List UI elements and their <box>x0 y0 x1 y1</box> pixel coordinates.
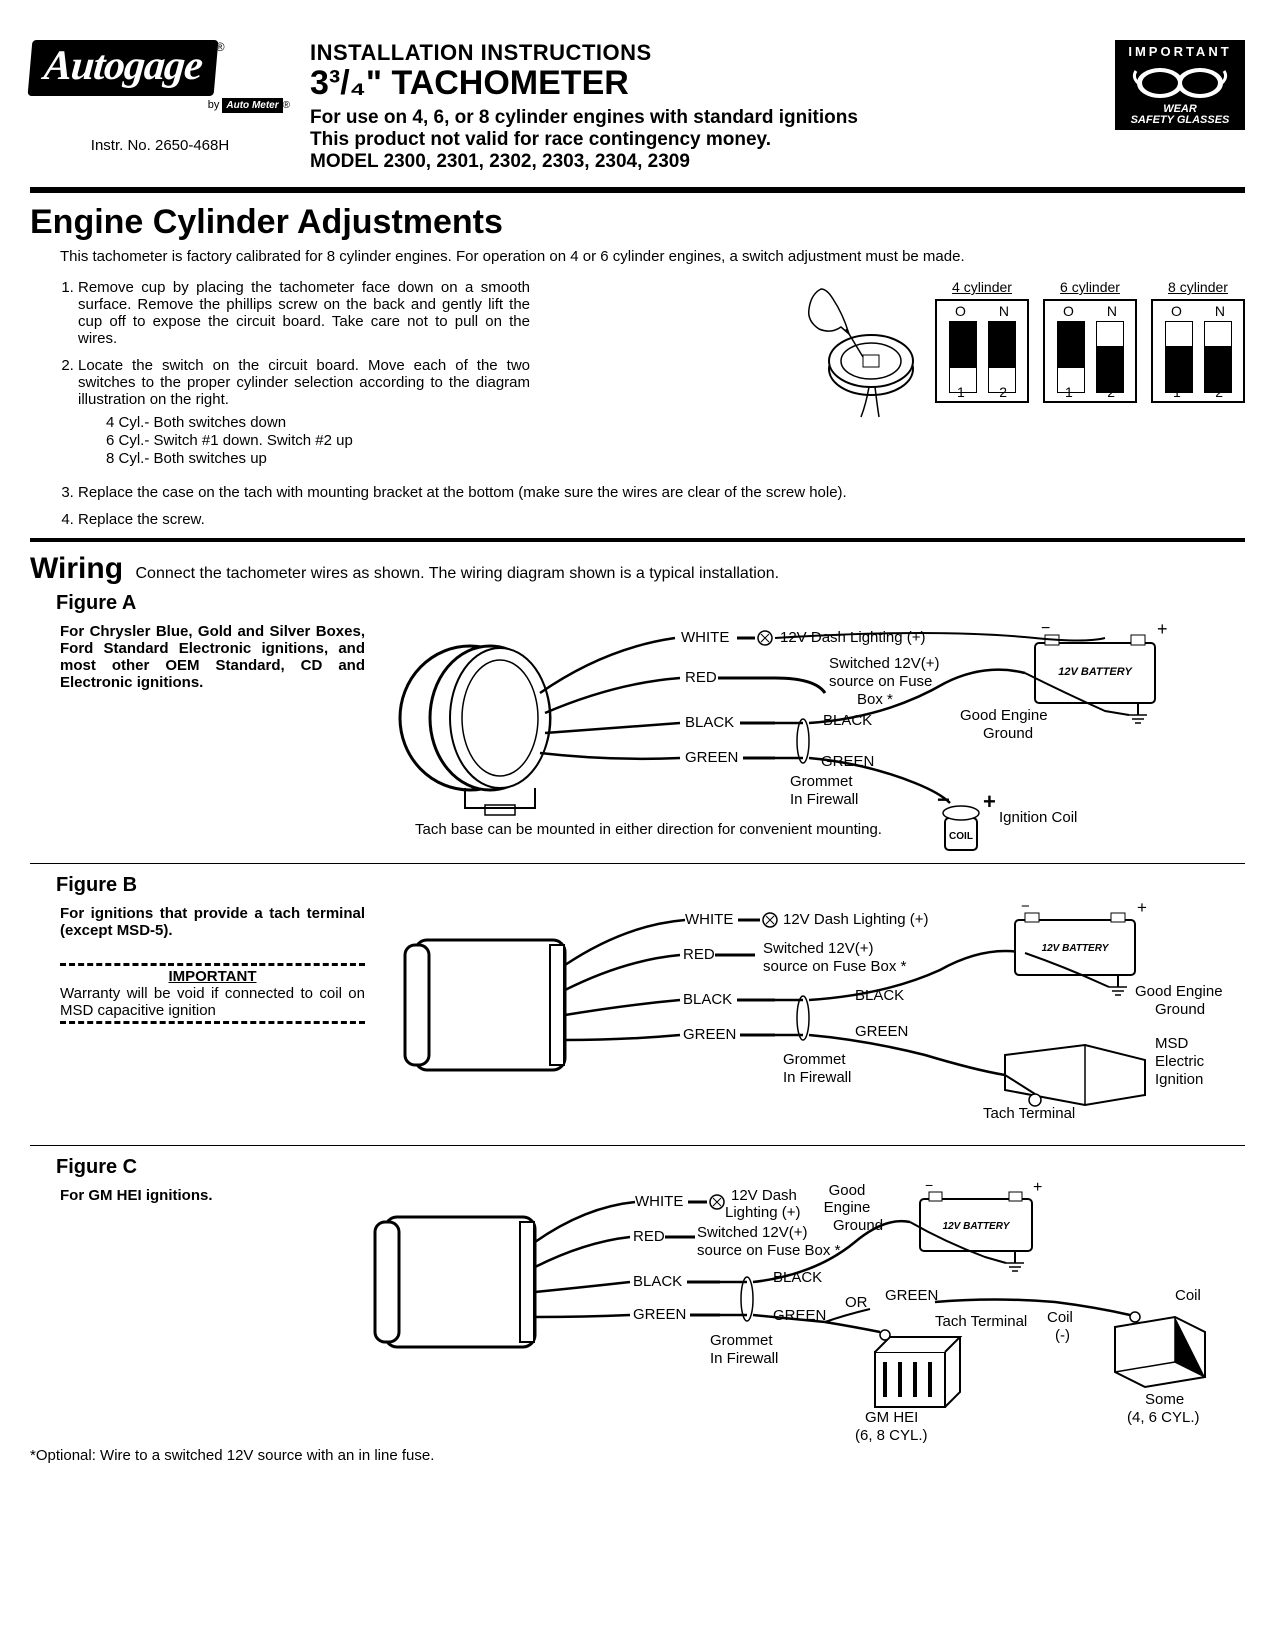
step-4: Replace the screw. <box>78 511 898 528</box>
svg-text:12V BATTERY: 12V BATTERY <box>943 1221 1011 1232</box>
divider <box>30 187 1245 193</box>
svg-text:−: − <box>925 1177 933 1193</box>
step-2: Locate the switch on the circuit board. … <box>78 357 530 468</box>
battery-label: 12V BATTERY <box>1058 666 1133 678</box>
figure-a-svg: 12V BATTERY − + COIL − + <box>385 623 1245 853</box>
black-label2: BLACK <box>823 712 872 729</box>
figure-a-row: For Chrysler Blue, Gold and Silver Boxes… <box>30 623 1245 853</box>
switch-4cyl-label: 4 cylinder <box>935 279 1029 295</box>
important-label: IMPORTANT <box>168 963 256 985</box>
figure-b-svg: 12V BATTERY −+ <box>385 905 1245 1125</box>
by-text: by <box>208 99 220 111</box>
ground-label: Good Engine <box>960 707 1048 724</box>
step-3: Replace the case on the tach with mounti… <box>78 484 898 501</box>
title-line4: This product not valid for race continge… <box>310 129 1095 151</box>
switched-label: Switched 12V(+) <box>829 655 939 672</box>
figure-b-desc-text: For ignitions that provide a tach termin… <box>60 905 365 939</box>
sub-8cyl: 8 Cyl.- Both switches up <box>106 450 530 468</box>
warning-bottom: WEAR SAFETY GLASSES <box>1115 104 1245 126</box>
svg-text:12V BATTERY: 12V BATTERY <box>1042 943 1110 954</box>
switch-4cyl: 4 cylinder O N 1 2 <box>935 279 1029 403</box>
divider <box>30 863 1245 864</box>
figure-b-desc: For ignitions that provide a tach termin… <box>60 905 365 1024</box>
svg-text:COIL: COIL <box>949 831 973 842</box>
coil-label: Ignition Coil <box>999 809 1077 826</box>
tach-back-illustration <box>791 279 921 419</box>
safety-warning-box: IMPORTANT WEAR SAFETY GLASSES <box>1115 40 1245 130</box>
title-area: INSTALLATION INSTRUCTIONS 3³/₄" TACHOMET… <box>310 40 1095 173</box>
section-cylinder-title: Engine Cylinder Adjustments <box>30 203 1245 242</box>
cylinder-steps-row: Remove cup by placing the tachometer fac… <box>30 279 1245 478</box>
figure-a-title: Figure A <box>56 592 1245 615</box>
black-label: BLACK <box>685 714 734 731</box>
wiring-desc: Connect the tachometer wires as shown. T… <box>136 565 780 582</box>
sub-6cyl: 6 Cyl.- Switch #1 down. Switch #2 up <box>106 432 530 450</box>
logo-byline: by Auto Meter® <box>30 98 290 113</box>
by-brand: Auto Meter <box>222 98 282 113</box>
wiring-header: Wiring Connect the tachometer wires as s… <box>30 552 1245 586</box>
switch-6cyl: 6 cylinder O N 1 2 <box>1043 279 1137 403</box>
sub-4cyl: 4 Cyl.- Both switches down <box>106 414 530 432</box>
svg-text:−: − <box>1041 620 1050 637</box>
switch-6cyl-label: 6 cylinder <box>1043 279 1137 295</box>
important-box: IMPORTANT Warranty will be void if conne… <box>60 963 365 1024</box>
divider <box>30 1145 1245 1146</box>
logo-area: Autogage® by Auto Meter® Instr. No. 2650… <box>30 40 290 154</box>
figure-c-desc: For GM HEI ignitions. <box>60 1187 355 1204</box>
svg-text:−: − <box>937 787 950 812</box>
figure-a-diagram: 12V BATTERY − + COIL − + WHITE 12V Dash … <box>385 623 1245 853</box>
title-line3: For use on 4, 6, or 8 cylinder engines w… <box>310 107 1095 129</box>
figure-b-row: For ignitions that provide a tach termin… <box>30 905 1245 1135</box>
figure-c-title: Figure C <box>56 1156 1245 1179</box>
green-label: GREEN <box>685 749 738 766</box>
glasses-text: SAFETY GLASSES <box>1131 114 1230 126</box>
instruction-number: Instr. No. 2650-468H <box>30 137 290 154</box>
switch-8cyl-label: 8 cylinder <box>1151 279 1245 295</box>
wiring-title: Wiring <box>30 552 123 585</box>
svg-text:+: + <box>1157 619 1168 639</box>
dash-label: 12V Dash Lighting (+) <box>780 629 926 646</box>
figure-a-desc: For Chrysler Blue, Gold and Silver Boxes… <box>60 623 365 691</box>
step-2-sub: 4 Cyl.- Both switches down 6 Cyl.- Switc… <box>106 414 530 468</box>
figure-a-desc-text: For Chrysler Blue, Gold and Silver Boxes… <box>60 623 365 691</box>
warning-important: IMPORTANT <box>1119 44 1241 59</box>
figure-c-diagram: 12V BATTERY −+ WHITE 12V Dash Lighting (… <box>375 1187 1245 1437</box>
title-line2: 3³/₄" TACHOMETER <box>310 64 1095 103</box>
svg-text:−: − <box>1021 898 1030 915</box>
figure-b-title: Figure B <box>56 874 1245 897</box>
header: Autogage® by Auto Meter® Instr. No. 2650… <box>30 40 1245 173</box>
title-line5: MODEL 2300, 2301, 2302, 2303, 2304, 2309 <box>310 151 1095 173</box>
switch-8cyl: 8 cylinder O N 1 2 <box>1151 279 1245 403</box>
important-warn: Warranty will be void if connected to co… <box>60 985 365 1019</box>
cylinder-steps-cont: Replace the case on the tach with mounti… <box>78 484 898 528</box>
svg-text:+: + <box>1033 1179 1042 1196</box>
divider <box>30 538 1245 542</box>
cylinder-intro: This tachometer is factory calibrated fo… <box>60 248 1245 265</box>
mount-note: Tach base can be mounted in either direc… <box>415 821 675 838</box>
svg-text:+: + <box>1137 898 1147 917</box>
figure-c-row: For GM HEI ignitions. 12V BATTER <box>30 1187 1245 1437</box>
logo: Autogage <box>28 40 219 96</box>
firewall-label: In Firewall <box>790 791 858 808</box>
safety-glasses-icon <box>1130 65 1230 101</box>
cylinder-diagrams: 4 cylinder O N 1 2 6 cylinder O N 1 2 8 <box>550 279 1245 419</box>
cylinder-steps: Remove cup by placing the tachometer fac… <box>78 279 530 468</box>
svg-text:+: + <box>983 789 996 814</box>
green-label2: GREEN <box>821 753 874 770</box>
ground-label2: Ground <box>983 725 1033 742</box>
fuse-label: source on Fuse <box>829 673 932 690</box>
white-label: WHITE <box>681 629 729 646</box>
red-label: RED <box>685 669 717 686</box>
grommet-label: Grommet <box>790 773 853 790</box>
footnote: *Optional: Wire to a switched 12V source… <box>30 1447 1245 1464</box>
figure-b-diagram: 12V BATTERY −+ WHITE 12V Dash Lighting (… <box>385 905 1245 1135</box>
title-line1: INSTALLATION INSTRUCTIONS <box>310 40 1095 66</box>
box-label: Box * <box>857 691 893 708</box>
step-1: Remove cup by placing the tachometer fac… <box>78 279 530 347</box>
step-2-text: Locate the switch on the circuit board. … <box>78 357 530 408</box>
